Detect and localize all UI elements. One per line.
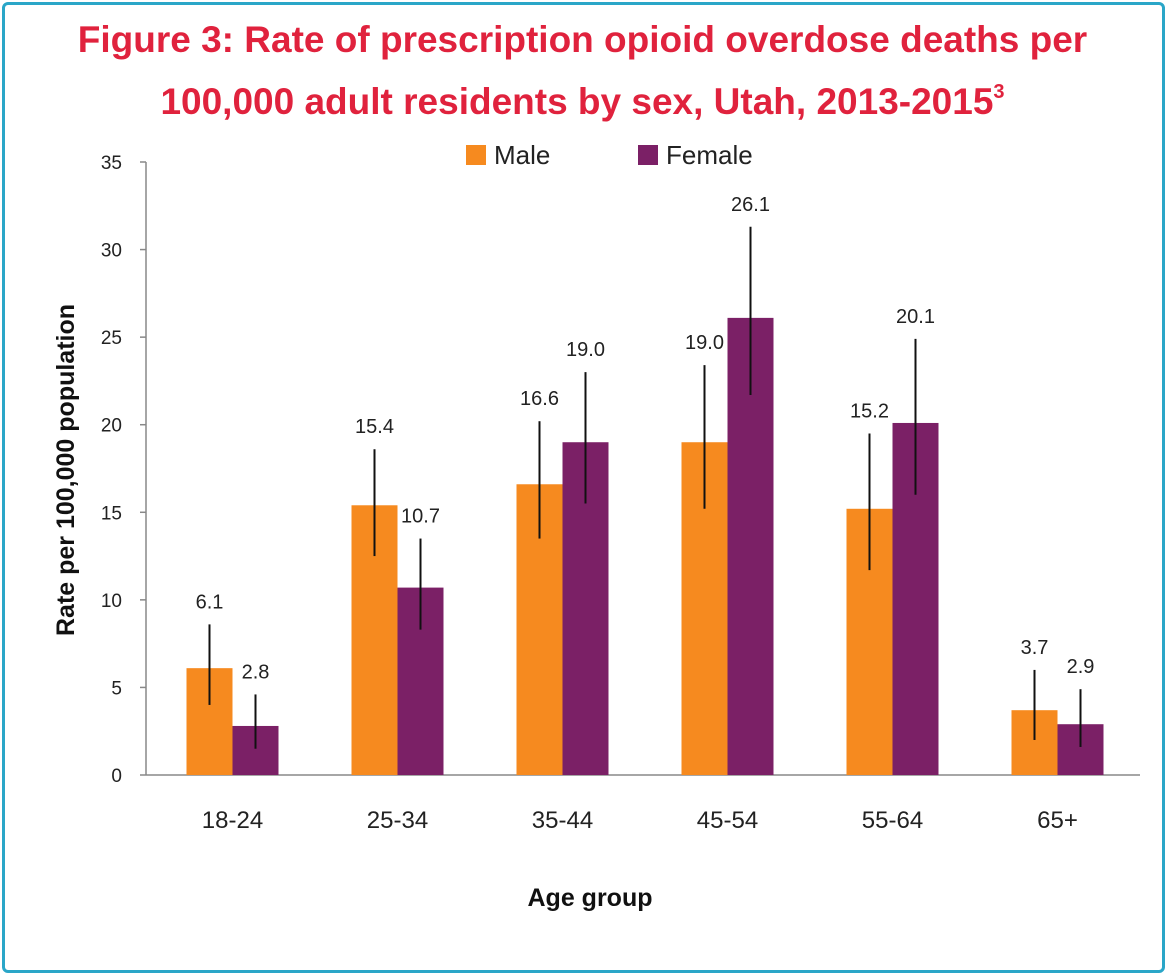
y-axis-title: Rate per 100,000 population bbox=[52, 304, 80, 636]
y-tick-label: 35 bbox=[101, 153, 122, 174]
legend-swatch-female bbox=[638, 145, 658, 165]
y-tick-label: 10 bbox=[101, 591, 122, 612]
chart-title-line-2: 100,000 adult residents by sex, Utah, 20… bbox=[0, 66, 1165, 128]
chart-title: Figure 3: Rate of prescription opioid ov… bbox=[0, 14, 1165, 128]
y-tick-label: 15 bbox=[101, 503, 122, 524]
x-axis-title: Age group bbox=[528, 884, 653, 912]
x-tick-label: 18-24 bbox=[202, 807, 263, 834]
chart-title-superscript: 3 bbox=[993, 81, 1005, 103]
legend-label-male: Male bbox=[494, 140, 550, 170]
x-tick-label: 35-44 bbox=[532, 807, 593, 834]
data-label-female: 26.1 bbox=[731, 194, 770, 216]
legend-label-female: Female bbox=[666, 140, 753, 170]
data-label-male: 3.7 bbox=[1021, 637, 1049, 659]
data-label-male: 15.4 bbox=[355, 416, 394, 438]
y-tick-label: 30 bbox=[101, 241, 122, 262]
data-label-male: 16.6 bbox=[520, 388, 559, 410]
chart-title-line-1: Figure 3: Rate of prescription opioid ov… bbox=[77, 19, 1088, 60]
chart-title-line-2-text: 100,000 adult residents by sex, Utah, 20… bbox=[160, 81, 994, 122]
data-label-male: 15.2 bbox=[850, 400, 889, 422]
y-tick-label: 25 bbox=[101, 328, 122, 349]
data-label-female: 20.1 bbox=[896, 306, 935, 328]
legend-swatch-male bbox=[466, 145, 486, 165]
data-label-female: 2.9 bbox=[1067, 656, 1095, 678]
data-label-male: 6.1 bbox=[196, 591, 224, 613]
data-label-female: 10.7 bbox=[401, 506, 440, 528]
data-label-male: 19.0 bbox=[685, 332, 724, 354]
y-tick-label: 20 bbox=[101, 416, 122, 437]
x-tick-label: 45-54 bbox=[697, 807, 758, 834]
x-tick-label: 65+ bbox=[1037, 807, 1078, 834]
x-tick-label: 55-64 bbox=[862, 807, 923, 834]
data-label-female: 19.0 bbox=[566, 339, 605, 361]
x-tick-label: 25-34 bbox=[367, 807, 428, 834]
data-label-female: 2.8 bbox=[242, 661, 270, 683]
y-tick-label: 5 bbox=[111, 678, 122, 699]
y-tick-label: 0 bbox=[111, 766, 122, 787]
